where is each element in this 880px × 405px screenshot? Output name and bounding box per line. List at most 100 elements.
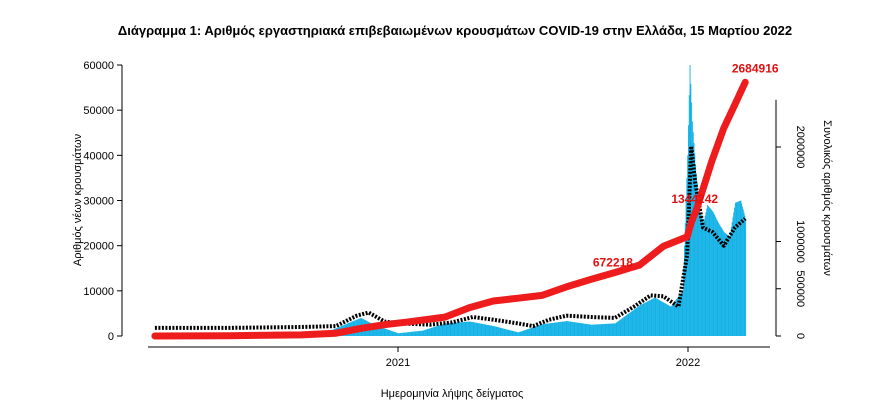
axes: 0 10000 20000 30000 40000 50000 60000 0 500000 10… bbox=[83, 60, 806, 369]
daily-case-bar bbox=[527, 329, 529, 336]
daily-case-bar bbox=[374, 324, 376, 336]
daily-case-bar bbox=[551, 323, 553, 336]
daily-case-bar bbox=[666, 304, 668, 336]
daily-case-bar bbox=[471, 321, 472, 336]
daily-case-bar bbox=[396, 332, 398, 336]
daily-case-bar bbox=[708, 206, 710, 336]
daily-case-bar bbox=[424, 330, 426, 336]
daily-case-bar bbox=[510, 330, 512, 336]
daily-case-bar bbox=[380, 327, 382, 336]
y2-tick-label: 1000000 bbox=[794, 220, 806, 263]
daily-case-bar bbox=[450, 322, 452, 336]
daily-case-bar bbox=[664, 303, 666, 336]
daily-case-bar bbox=[466, 321, 468, 336]
daily-case-bar bbox=[574, 322, 576, 336]
daily-case-bar bbox=[473, 322, 475, 336]
daily-case-bar bbox=[532, 327, 534, 336]
daily-case-bar bbox=[657, 299, 659, 336]
daily-case-bar bbox=[734, 202, 736, 336]
daily-case-bar bbox=[673, 302, 675, 336]
daily-case-bar bbox=[455, 322, 457, 336]
daily-case-bar bbox=[589, 324, 591, 336]
daily-case-bar bbox=[475, 322, 476, 336]
daily-case-bar bbox=[599, 324, 600, 336]
daily-case-bar bbox=[544, 323, 546, 336]
daily-case-bar bbox=[590, 324, 592, 336]
daily-case-bar bbox=[437, 325, 439, 336]
daily-case-bar bbox=[422, 330, 424, 336]
daily-case-bar bbox=[653, 298, 654, 336]
daily-case-bar bbox=[679, 295, 681, 336]
rolling-average-line bbox=[154, 144, 747, 330]
daily-case-bar bbox=[499, 327, 501, 336]
daily-case-bar bbox=[702, 220, 704, 336]
daily-case-bar bbox=[665, 303, 667, 336]
daily-case-bar bbox=[487, 325, 489, 336]
daily-case-bar bbox=[459, 322, 461, 336]
daily-case-bar bbox=[654, 297, 656, 336]
daily-cases-bars bbox=[154, 65, 747, 337]
daily-case-bar bbox=[571, 321, 573, 336]
daily-case-bar bbox=[587, 324, 589, 336]
daily-case-bar bbox=[413, 331, 414, 336]
daily-case-bar bbox=[372, 324, 374, 336]
daily-case-bar bbox=[628, 313, 630, 336]
daily-case-bar bbox=[521, 331, 523, 336]
daily-case-bar bbox=[387, 329, 389, 336]
daily-case-bar bbox=[725, 233, 727, 336]
daily-case-bar bbox=[533, 327, 534, 336]
daily-case-bar bbox=[622, 318, 623, 336]
daily-case-bar bbox=[402, 332, 404, 336]
daily-case-bar bbox=[438, 325, 440, 336]
daily-case-bar bbox=[606, 323, 608, 336]
daily-case-bar bbox=[587, 324, 588, 336]
daily-case-bar bbox=[546, 323, 548, 336]
daily-case-bar bbox=[623, 316, 625, 336]
daily-case-bar bbox=[465, 321, 467, 336]
daily-case-bar bbox=[452, 322, 453, 336]
daily-case-bar bbox=[529, 328, 531, 336]
daily-case-bar bbox=[464, 321, 466, 336]
daily-case-bar bbox=[698, 200, 700, 336]
daily-case-bar bbox=[486, 324, 488, 336]
daily-case-bar bbox=[629, 312, 631, 336]
daily-case-bar bbox=[658, 299, 660, 336]
daily-case-bar bbox=[742, 206, 743, 336]
daily-case-bar bbox=[722, 229, 724, 336]
daily-case-bar bbox=[483, 324, 484, 336]
daily-case-bar bbox=[610, 323, 612, 336]
daily-case-bar bbox=[421, 330, 422, 336]
daily-case-bar bbox=[393, 331, 395, 336]
daily-case-bar bbox=[604, 323, 606, 336]
daily-case-bar bbox=[740, 200, 742, 336]
daily-case-bar bbox=[526, 329, 528, 336]
daily-case-bar bbox=[405, 332, 407, 336]
daily-case-bar bbox=[560, 321, 562, 336]
daily-case-bar bbox=[425, 329, 426, 336]
daily-case-bar bbox=[453, 322, 455, 336]
daily-case-bar bbox=[384, 328, 386, 336]
daily-case-bar bbox=[525, 329, 527, 336]
daily-case-bar bbox=[517, 332, 519, 336]
daily-case-bar bbox=[618, 320, 620, 336]
daily-case-bar bbox=[394, 331, 395, 336]
daily-case-bar bbox=[642, 303, 644, 336]
y-tick-label: 30000 bbox=[83, 196, 114, 208]
daily-case-bar bbox=[631, 311, 633, 336]
daily-case-bar bbox=[712, 211, 714, 336]
daily-case-bar bbox=[538, 325, 540, 336]
daily-case-bar bbox=[611, 323, 613, 336]
daily-case-bar bbox=[620, 319, 622, 336]
rolling-average-series bbox=[154, 144, 747, 330]
daily-case-bar bbox=[388, 329, 390, 336]
daily-case-bar bbox=[741, 203, 743, 336]
daily-case-bar bbox=[448, 323, 450, 336]
daily-case-bar bbox=[525, 329, 527, 336]
daily-case-bar bbox=[432, 327, 434, 336]
daily-case-bar bbox=[635, 308, 637, 336]
daily-case-bar bbox=[469, 321, 471, 336]
daily-case-bar bbox=[447, 323, 449, 336]
y2-tick-label: 2000000 bbox=[794, 126, 806, 169]
daily-case-bar bbox=[682, 290, 684, 336]
daily-case-bar bbox=[612, 323, 614, 336]
